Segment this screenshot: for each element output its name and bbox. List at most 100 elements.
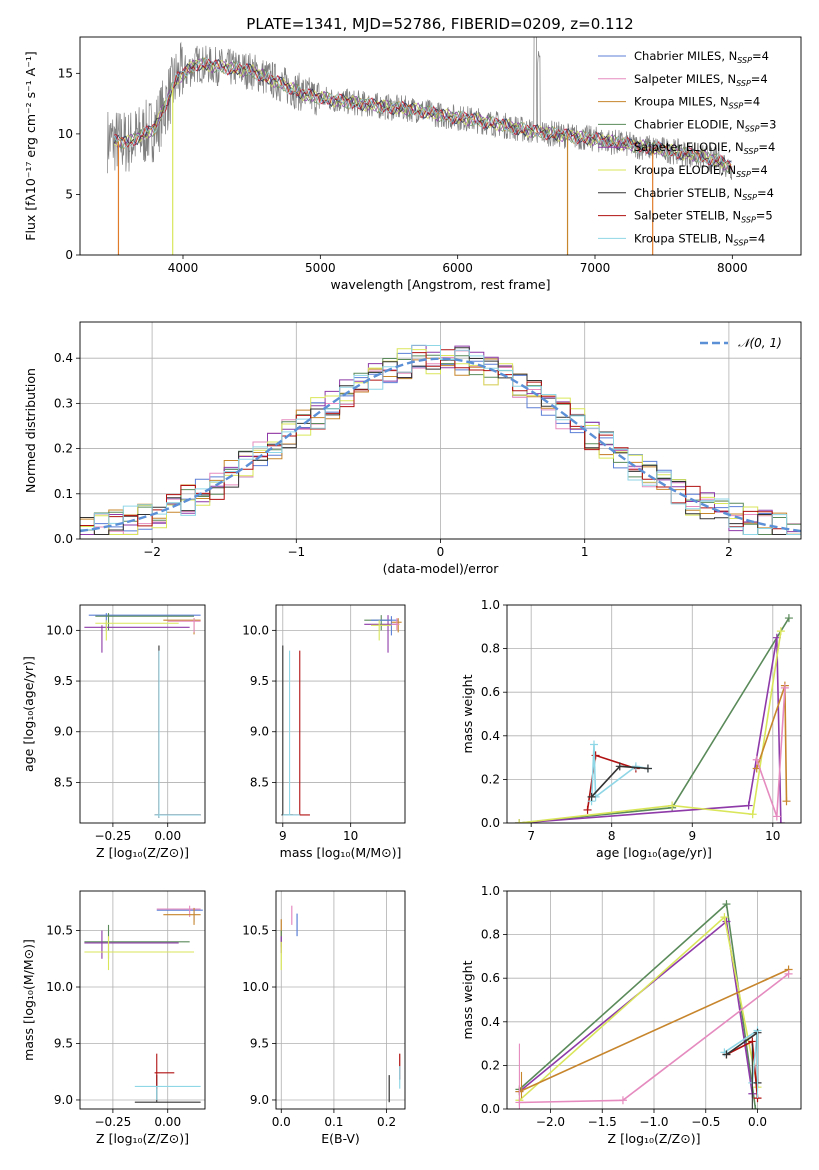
y-tick-label: 9.5 bbox=[250, 1036, 269, 1050]
weight-age-marker bbox=[748, 810, 757, 819]
x-tick-label: 7000 bbox=[580, 261, 611, 275]
massweight-vs-metallicity-panel: −2.0 −1.5 −1.0 −0.5 0.0 0.0 0.2 0.4 0.6 0.8 1.0 Z [… bbox=[460, 884, 802, 1146]
y-axis-label: Normed distribution bbox=[23, 368, 38, 493]
weight-age-marker bbox=[668, 801, 677, 810]
weight-age-marker bbox=[589, 740, 598, 749]
axes-frame bbox=[79, 36, 802, 256]
x-tick-label: 10 bbox=[343, 829, 358, 843]
histogram-chabrier-elodie bbox=[80, 354, 801, 535]
weight-age-line bbox=[590, 744, 649, 802]
x-tick-label: −0.5 bbox=[691, 1115, 720, 1129]
y-tick-label: 9.0 bbox=[54, 725, 73, 739]
x-tick-label: 10 bbox=[765, 829, 780, 843]
x-tick-label: −1.0 bbox=[639, 1115, 668, 1129]
y-tick-label: 10.0 bbox=[46, 623, 73, 637]
plot-area bbox=[107, 37, 733, 255]
x-tick-label: 9 bbox=[688, 829, 696, 843]
plot-area bbox=[84, 613, 201, 818]
histogram-kroupa-miles bbox=[80, 357, 801, 535]
y-tick-label: 8.5 bbox=[54, 775, 73, 789]
y-tick-label: 0.2 bbox=[481, 772, 500, 786]
y-tick-label: 15 bbox=[58, 66, 73, 80]
axes-frame bbox=[79, 890, 206, 1110]
y-tick-label: 0.4 bbox=[54, 351, 73, 365]
x-axis-label: Z [log₁₀(Z/Z⊙)] bbox=[96, 845, 189, 860]
massweight-vs-age-panel: 7 8 9 10 0.0 0.2 0.4 0.6 0.8 1.0 age [log₁₀(age/yr… bbox=[460, 598, 802, 860]
x-tick-label: 0.0 bbox=[748, 1115, 767, 1129]
y-axis-label: mass weight bbox=[460, 960, 475, 1039]
legend-label: Salpeter STELIB, NSSP=5 bbox=[634, 209, 773, 225]
y-tick-label: 9.5 bbox=[250, 674, 269, 688]
axes-frame bbox=[506, 604, 802, 824]
gaussian-curve bbox=[80, 357, 801, 533]
weight-age-marker bbox=[615, 762, 624, 771]
weight-z-line bbox=[519, 968, 789, 1093]
y-tick-label: 0.6 bbox=[481, 971, 500, 985]
weight-age-line bbox=[591, 765, 649, 798]
model-spectrum-salpeter-stelib bbox=[114, 58, 732, 170]
weight-age-marker bbox=[515, 819, 524, 823]
y-tick-label: 0.1 bbox=[54, 487, 73, 501]
x-axis-label: (data-model)/error bbox=[383, 561, 500, 576]
x-tick-label: 8000 bbox=[717, 261, 748, 275]
weight-age-marker bbox=[631, 762, 640, 771]
spectrum-panel: 4000 5000 6000 7000 8000 0 5 10 15 wavelength [An… bbox=[23, 36, 802, 292]
weight-age-marker bbox=[643, 764, 652, 773]
plot-area bbox=[84, 905, 203, 1103]
legend-label: 𝒩(0, 1) bbox=[738, 336, 782, 350]
y-tick-label: 10.0 bbox=[242, 980, 269, 994]
weight-age-marker bbox=[744, 801, 753, 810]
x-axis-label: Z [log₁₀(Z/Z⊙)] bbox=[608, 1131, 701, 1146]
weight-z-marker bbox=[722, 900, 731, 909]
y-axis-label: age [log₁₀(age/yr)] bbox=[21, 656, 36, 772]
y-tick-label: 0.8 bbox=[481, 928, 500, 942]
legend-label: Kroupa STELIB, NSSP=4 bbox=[634, 231, 765, 247]
histogram-chabrier-miles bbox=[80, 352, 801, 535]
weight-age-marker bbox=[772, 812, 781, 821]
weight-age-marker bbox=[782, 797, 791, 806]
x-tick-label: 0.0 bbox=[272, 1115, 291, 1129]
weight-z-marker bbox=[722, 1050, 731, 1059]
mass-vs-metallicity-panel: −0.25 0.00 9.0 9.5 10.0 10.5 Z [log₁₀(Z/Z⊙)] ma… bbox=[21, 890, 206, 1146]
y-tick-label: 9.0 bbox=[250, 1093, 269, 1107]
weight-z-marker bbox=[618, 1096, 627, 1105]
y-tick-label: 0.0 bbox=[481, 1102, 500, 1116]
x-axis-label: age [log₁₀(age/yr)] bbox=[596, 845, 712, 860]
y-tick-label: 0.4 bbox=[481, 729, 500, 743]
weight-age-marker bbox=[784, 614, 793, 623]
x-tick-label: 0.1 bbox=[324, 1115, 343, 1129]
weight-z-marker bbox=[751, 1105, 760, 1109]
x-tick-label: −0.25 bbox=[95, 1115, 132, 1129]
x-tick-label: 4000 bbox=[168, 261, 199, 275]
figure-title: PLATE=1341, MJD=52786, FIBERID=0209, z=0… bbox=[246, 15, 633, 33]
x-tick-label: 0.00 bbox=[154, 1115, 181, 1129]
weight-age-marker bbox=[776, 819, 785, 823]
y-tick-label: 9.0 bbox=[250, 725, 269, 739]
weight-age-line bbox=[519, 631, 782, 823]
plot-area bbox=[281, 615, 402, 816]
plot-area bbox=[280, 905, 401, 1103]
age-vs-mass-panel: 9 10 8.5 9.0 9.5 10.0 mass [log₁₀(M/M⊙)] bbox=[242, 604, 406, 860]
mass-vs-ebv-panel: 0.0 0.1 0.2 9.0 9.5 10.0 10.5 E(B-V) bbox=[242, 890, 406, 1146]
axes-frame bbox=[79, 604, 206, 824]
y-axis-label: mass [log₁₀(M/M⊙)] bbox=[21, 939, 36, 1061]
weight-age-line bbox=[519, 637, 782, 823]
y-tick-label: 10.5 bbox=[46, 924, 73, 938]
x-tick-label: 9 bbox=[279, 829, 287, 843]
y-tick-label: 0.0 bbox=[481, 816, 500, 830]
x-tick-label: 5000 bbox=[305, 261, 336, 275]
plot-area bbox=[80, 344, 801, 535]
x-axis-label: wavelength [Angstrom, rest frame] bbox=[330, 277, 550, 292]
legend-label: Salpeter ELODIE, NSSP=4 bbox=[634, 140, 775, 156]
model-spectrum-kroupa-stelib bbox=[113, 57, 732, 173]
weight-age-marker bbox=[583, 805, 592, 814]
x-tick-label: −1 bbox=[287, 545, 305, 559]
y-tick-label: 0.3 bbox=[54, 396, 73, 410]
y-tick-label: 9.0 bbox=[54, 1093, 73, 1107]
y-tick-label: 0 bbox=[65, 248, 73, 262]
legend-label: Salpeter MILES, NSSP=4 bbox=[634, 72, 768, 88]
plot-area bbox=[515, 614, 793, 823]
x-axis-label: Z [log₁₀(Z/Z⊙)] bbox=[96, 1131, 189, 1146]
x-axis-label: E(B-V) bbox=[321, 1131, 360, 1146]
